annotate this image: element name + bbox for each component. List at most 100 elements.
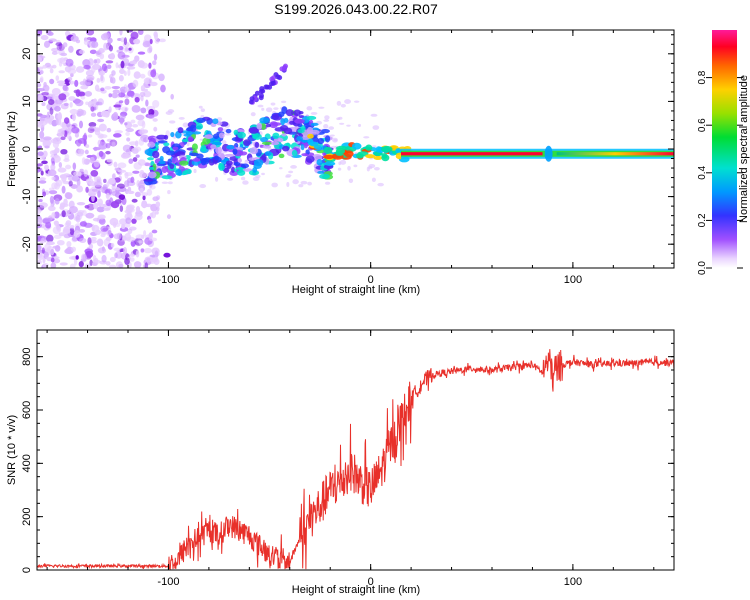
spectrogram-track-blob — [231, 166, 236, 173]
spectrogram-noise-blob — [103, 207, 111, 211]
spectrogram-noise-blob — [37, 30, 43, 35]
spectrogram-noise-blob — [83, 64, 91, 70]
spectrogram-faint-blob — [377, 182, 384, 187]
spectrogram-noise-blob — [132, 79, 139, 88]
spectrogram-track-blob — [278, 111, 285, 118]
spectrogram-noise-blob — [137, 60, 145, 68]
spectrogram-noise-blob — [74, 99, 84, 107]
spectrogram-faint-blob — [329, 134, 335, 137]
spectrogram-noise-blob — [37, 218, 43, 226]
spectrogram-track-blob — [319, 173, 330, 180]
spectrogram-faint-blob — [242, 180, 249, 185]
spectrogram-noise-blob — [135, 250, 140, 258]
colorbar-tick-label: 0.8 — [697, 70, 708, 84]
spectrogram-noise-blob — [126, 137, 131, 142]
spectrogram-noise-blob — [128, 141, 138, 146]
spectrogram-noise-blob — [48, 190, 58, 195]
spectrogram-noise-blob — [38, 202, 48, 208]
spectrogram-noise-blob — [124, 107, 128, 112]
spectrogram-noise-blob — [100, 87, 105, 92]
spectrogram-noise-blob — [43, 40, 51, 48]
spectrogram-noise-blob — [76, 201, 86, 206]
spectrogram-track-blob — [147, 157, 154, 161]
spectrogram-noise-blob — [113, 247, 121, 252]
spectrogram-faint-blob — [318, 106, 325, 109]
spectrogram-noise-blob — [129, 257, 135, 262]
spectrogram-noise-blob — [112, 221, 117, 228]
spectrogram-track-blob — [237, 169, 246, 176]
spectrogram-noise-blob — [97, 190, 101, 198]
spectrogram-noise-blob — [67, 76, 73, 81]
spectrogram-track-blob — [310, 122, 319, 127]
spectrogram-noise-blob — [145, 78, 150, 85]
spectrogram-noise-blob — [148, 108, 155, 116]
spectrogram-noise-blob — [38, 66, 44, 70]
spectrogram-track-blob — [303, 142, 308, 149]
spectrogram-noise-blob — [87, 134, 93, 138]
spectrogram-streak-blob — [269, 76, 275, 82]
spectrogram-noise-blob — [66, 132, 71, 140]
spectrogram-faint-blob — [298, 184, 304, 188]
spectrogram-noise-blob — [125, 131, 130, 136]
spectrogram-noise-blob — [140, 107, 147, 114]
spectrogram-transition-blob — [307, 133, 314, 139]
spectrogram-noise-blob — [69, 263, 76, 268]
spectrogram-track-blob — [218, 132, 225, 139]
spectrogram-noise-blob — [37, 56, 43, 63]
spectrogram-noise-blob — [54, 245, 61, 252]
spectrogram-noise-blob — [48, 205, 56, 212]
spectrogram-track-blob — [252, 166, 258, 173]
spectrogram-noise-blob — [148, 62, 152, 69]
spectrogram-faint-blob — [368, 165, 373, 170]
spectrogram-noise-blob — [93, 202, 99, 210]
snr-xtick-label: 0 — [368, 576, 374, 588]
spectrogram-noise-blob — [41, 91, 49, 96]
spectrogram-noise-blob — [119, 114, 126, 120]
spectrogram-noise-blob — [57, 129, 65, 137]
spectrogram-track-blob — [317, 137, 325, 145]
spectrogram-track-blob — [300, 143, 305, 151]
spectrogram-noise-blob — [44, 164, 49, 171]
spectrogram-noise-blob — [112, 89, 120, 94]
spectrogram-noise-blob — [117, 51, 126, 60]
spectrogram-noise-blob — [75, 148, 85, 157]
spectrogram-noise-blob — [69, 227, 75, 236]
spectrogram-faint-blob — [221, 140, 227, 145]
spectrogram-noise-blob — [98, 217, 106, 225]
spectrogram-noise-blob — [92, 147, 101, 151]
spectrogram-track-blob — [212, 118, 219, 125]
spectrogram-noise-blob — [62, 84, 68, 92]
spectrogram-faint-blob — [323, 124, 329, 129]
spectrogram-noise-blob — [141, 234, 145, 240]
spectrogram-noise-blob — [129, 60, 138, 65]
spectrogram-noise-blob — [139, 169, 144, 175]
spectrogram-noise-blob — [118, 194, 126, 200]
spectrogram-streak-blob — [279, 66, 285, 72]
spectrogram-track-blob — [175, 169, 182, 176]
spectrogram-noise-blob — [152, 60, 157, 66]
spectrogram-noise-blob — [55, 179, 63, 187]
spectrogram-noise-blob — [133, 71, 141, 79]
spectrogram-faint-blob — [216, 117, 223, 121]
colorbar-tick-label: 0.0 — [697, 261, 708, 275]
spectrogram-noise-blob — [126, 211, 133, 219]
spectrogram-noise-blob — [51, 212, 56, 219]
spectrogram-noise-blob — [48, 187, 55, 191]
spectrogram-noise-blob — [37, 151, 44, 157]
spectrogram-noise-blob — [85, 186, 89, 193]
spectrogram-noise-blob — [98, 70, 105, 76]
spectrogram-noise-blob — [87, 237, 92, 246]
spectrogram-noise-blob — [73, 171, 82, 177]
colorbar: 0.0 0.2 0.4 0.6 0.8 Normalized spectral ampl… — [697, 30, 750, 275]
spectrogram-noise-blob — [120, 37, 125, 43]
spectrogram-noise-blob — [138, 137, 145, 146]
spectrogram-xtick-label: 100 — [564, 274, 582, 286]
spectrogram-noise-blob — [152, 196, 159, 202]
spectrogram-noise-blob — [170, 93, 174, 100]
spectrogram-noise-blob — [53, 234, 62, 240]
spectrogram-track-blob — [196, 117, 206, 123]
spectrogram-faint-blob — [224, 132, 231, 136]
snr-xlabel: Height of straight line (km) — [292, 584, 420, 596]
spectrogram-noise-blob — [85, 178, 94, 184]
spectrogram-transition-blob — [309, 141, 319, 147]
